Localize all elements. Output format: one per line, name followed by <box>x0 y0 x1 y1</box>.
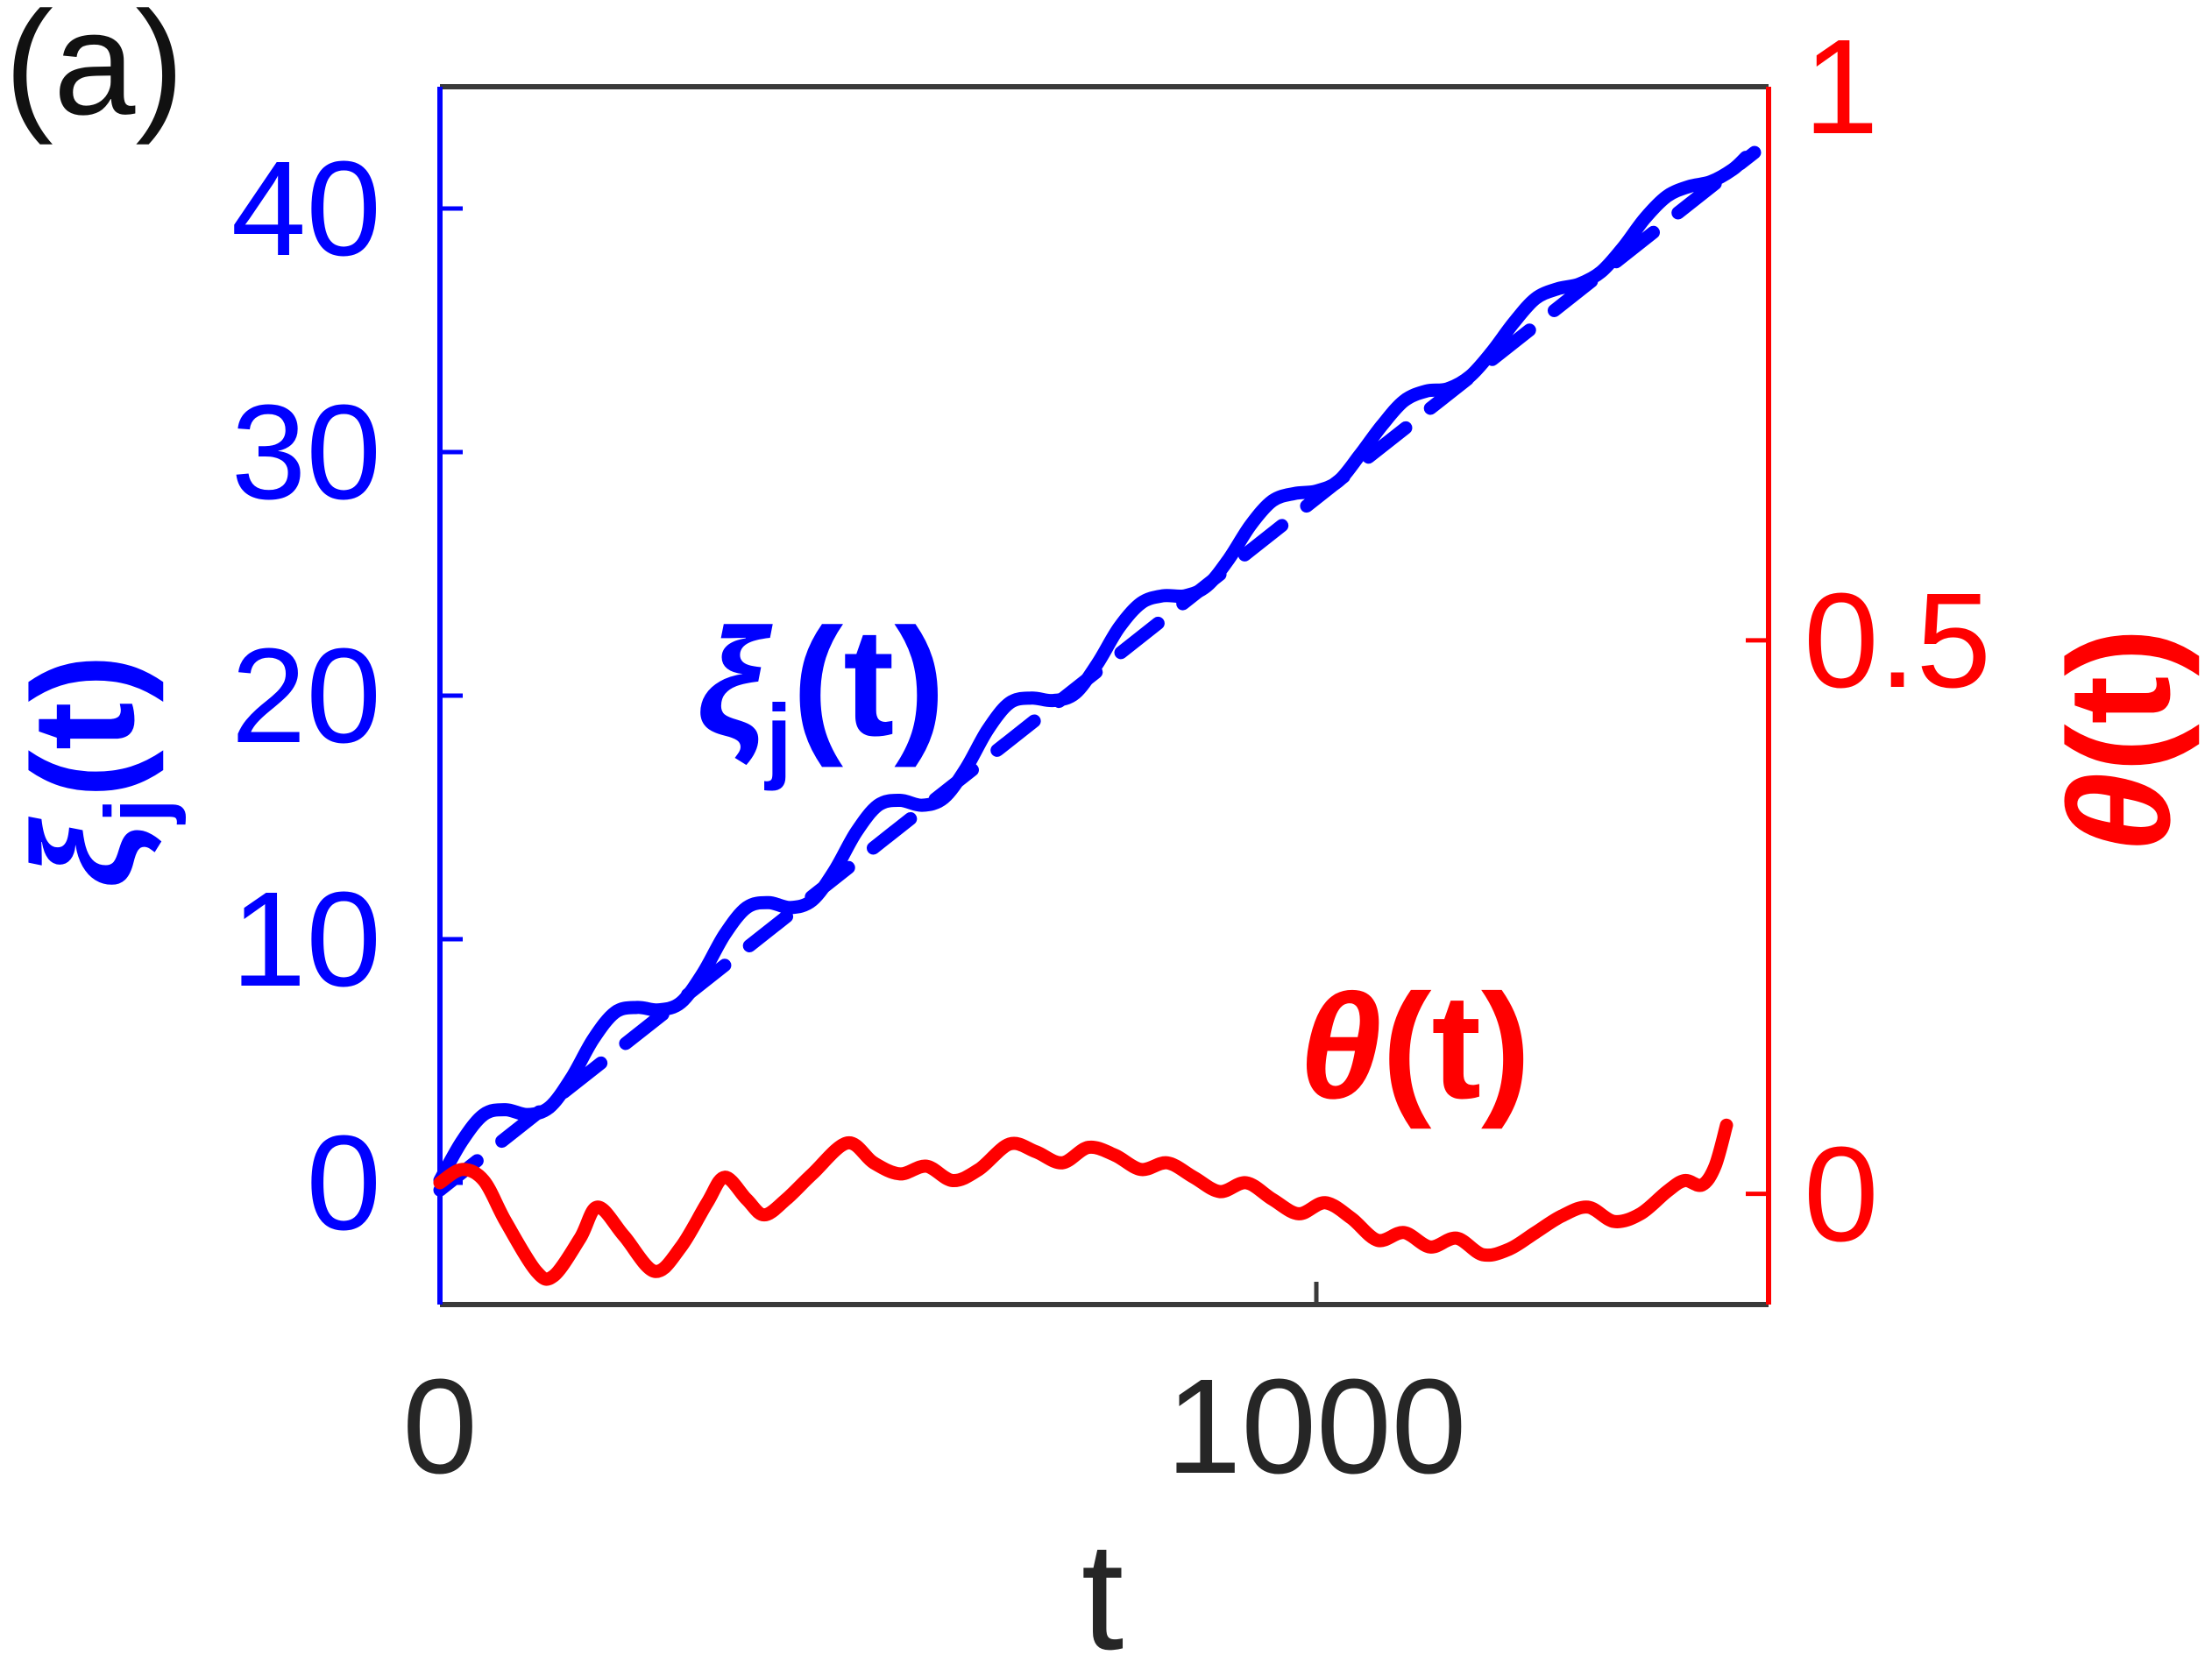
annotation-theta: θ(t) <box>1299 964 1531 1130</box>
x-axis-label: t <box>1081 1511 1124 1655</box>
left-tick-label-20: 20 <box>230 620 381 771</box>
theta-symbol: θ <box>2038 772 2200 853</box>
left-tick-label-0: 0 <box>306 1107 381 1258</box>
right-y-axis-label: θ(t) <box>2036 513 2202 968</box>
right-tick-label-1: 1 <box>1804 11 1879 162</box>
xi-subscript: j <box>85 798 187 824</box>
x-tick-label-1000: 1000 <box>1166 1351 1467 1502</box>
left-tick-label-40: 40 <box>230 133 381 284</box>
series-theta <box>433 1118 1733 1286</box>
annotation-xi-subscript: j <box>765 685 792 792</box>
annotation-theta-args: (t) <box>1381 964 1531 1130</box>
left-y-axis-label: ξj(t) <box>0 499 187 1043</box>
x-tick-label-0: 0 <box>402 1351 478 1502</box>
right-tick-label-0: 0 <box>1804 1119 1879 1270</box>
left-tick-label-30: 30 <box>230 377 381 527</box>
left-tick-label-10: 10 <box>230 864 381 1015</box>
annotation-xi-symbol: ξ <box>697 598 766 768</box>
annotation-theta-symbol: θ <box>1299 964 1382 1130</box>
xi-symbol: ξ <box>3 823 164 888</box>
right-tick-label-0p5: 0.5 <box>1804 565 1992 716</box>
theta-args: (t) <box>2038 627 2200 773</box>
annotation-xi-args: (t) <box>791 598 946 768</box>
annotation-xi: ξj(t) <box>697 600 946 822</box>
panel-label: (a) <box>4 0 185 145</box>
series-xi_j_solid <box>433 151 1753 1187</box>
xi-args: (t) <box>3 654 164 799</box>
